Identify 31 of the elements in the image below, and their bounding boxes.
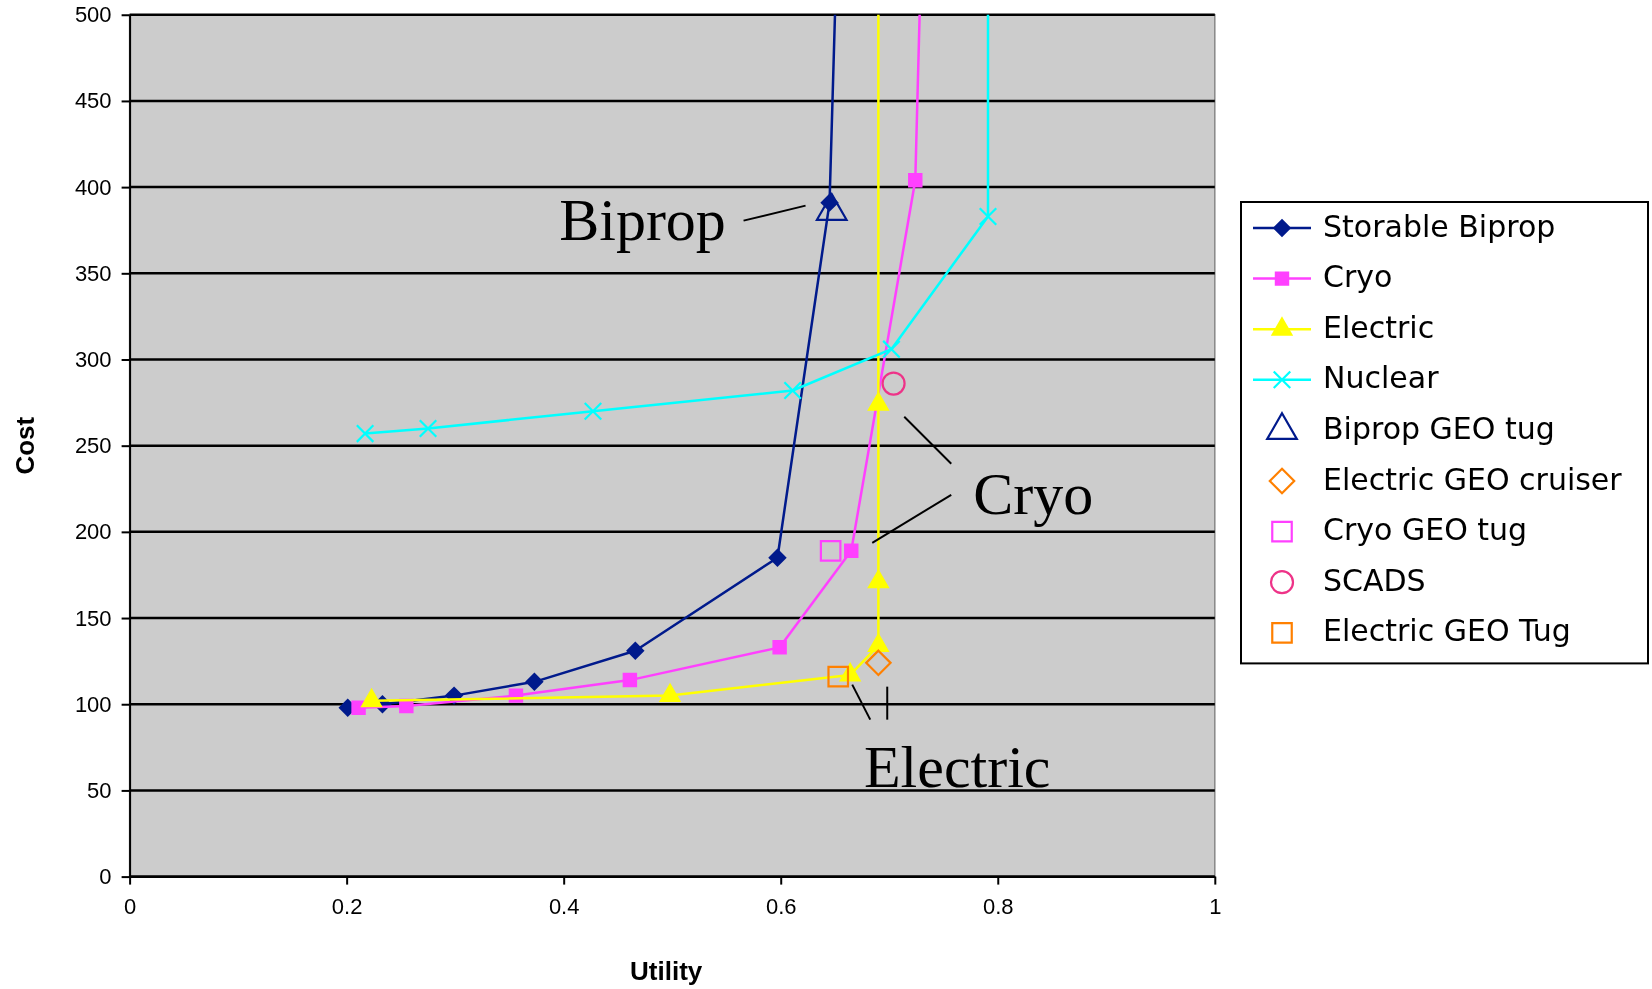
x-tick-label: 0 [123, 894, 137, 920]
x-tick-label: 0.4 [548, 894, 580, 920]
legend-label: Storable Biprop [1323, 208, 1556, 244]
annotation: Biprop [559, 187, 726, 254]
legend-label: SCADS [1323, 562, 1426, 598]
y-tick-label: 200 [74, 519, 112, 545]
x-tick-label: 1 [1209, 894, 1222, 920]
y-tick-label: 250 [74, 433, 112, 459]
legend-label: Electric GEO Tug [1323, 613, 1571, 649]
y-tick-label: 100 [74, 691, 112, 717]
y-tick-label: 450 [74, 88, 112, 114]
x-tick-label: 0.2 [331, 894, 363, 920]
x-axis-title: Utility [630, 956, 703, 986]
legend-label: Electric [1323, 309, 1435, 345]
y-tick-label: 400 [74, 174, 112, 200]
x-tick-label: 0.8 [982, 894, 1014, 920]
y-tick-label: 350 [74, 260, 112, 286]
legend-label: Biprop GEO tug [1323, 410, 1555, 446]
legend-label: Cryo GEO tug [1323, 512, 1528, 548]
y-tick-label: 500 [74, 2, 112, 28]
x-tick-label: 0.6 [765, 894, 797, 920]
legend-label: Cryo [1323, 259, 1393, 295]
annotation: Electric [863, 734, 1051, 801]
legend-label: Electric GEO cruiser [1323, 461, 1623, 497]
legend-label: Nuclear [1323, 360, 1440, 396]
y-tick-label: 0 [99, 864, 112, 890]
y-tick-label: 150 [74, 605, 112, 631]
y-axis-title: Cost [10, 416, 40, 475]
annotation: Cryo [973, 460, 1094, 527]
y-tick-label: 50 [87, 777, 112, 803]
y-tick-label: 300 [74, 347, 112, 373]
